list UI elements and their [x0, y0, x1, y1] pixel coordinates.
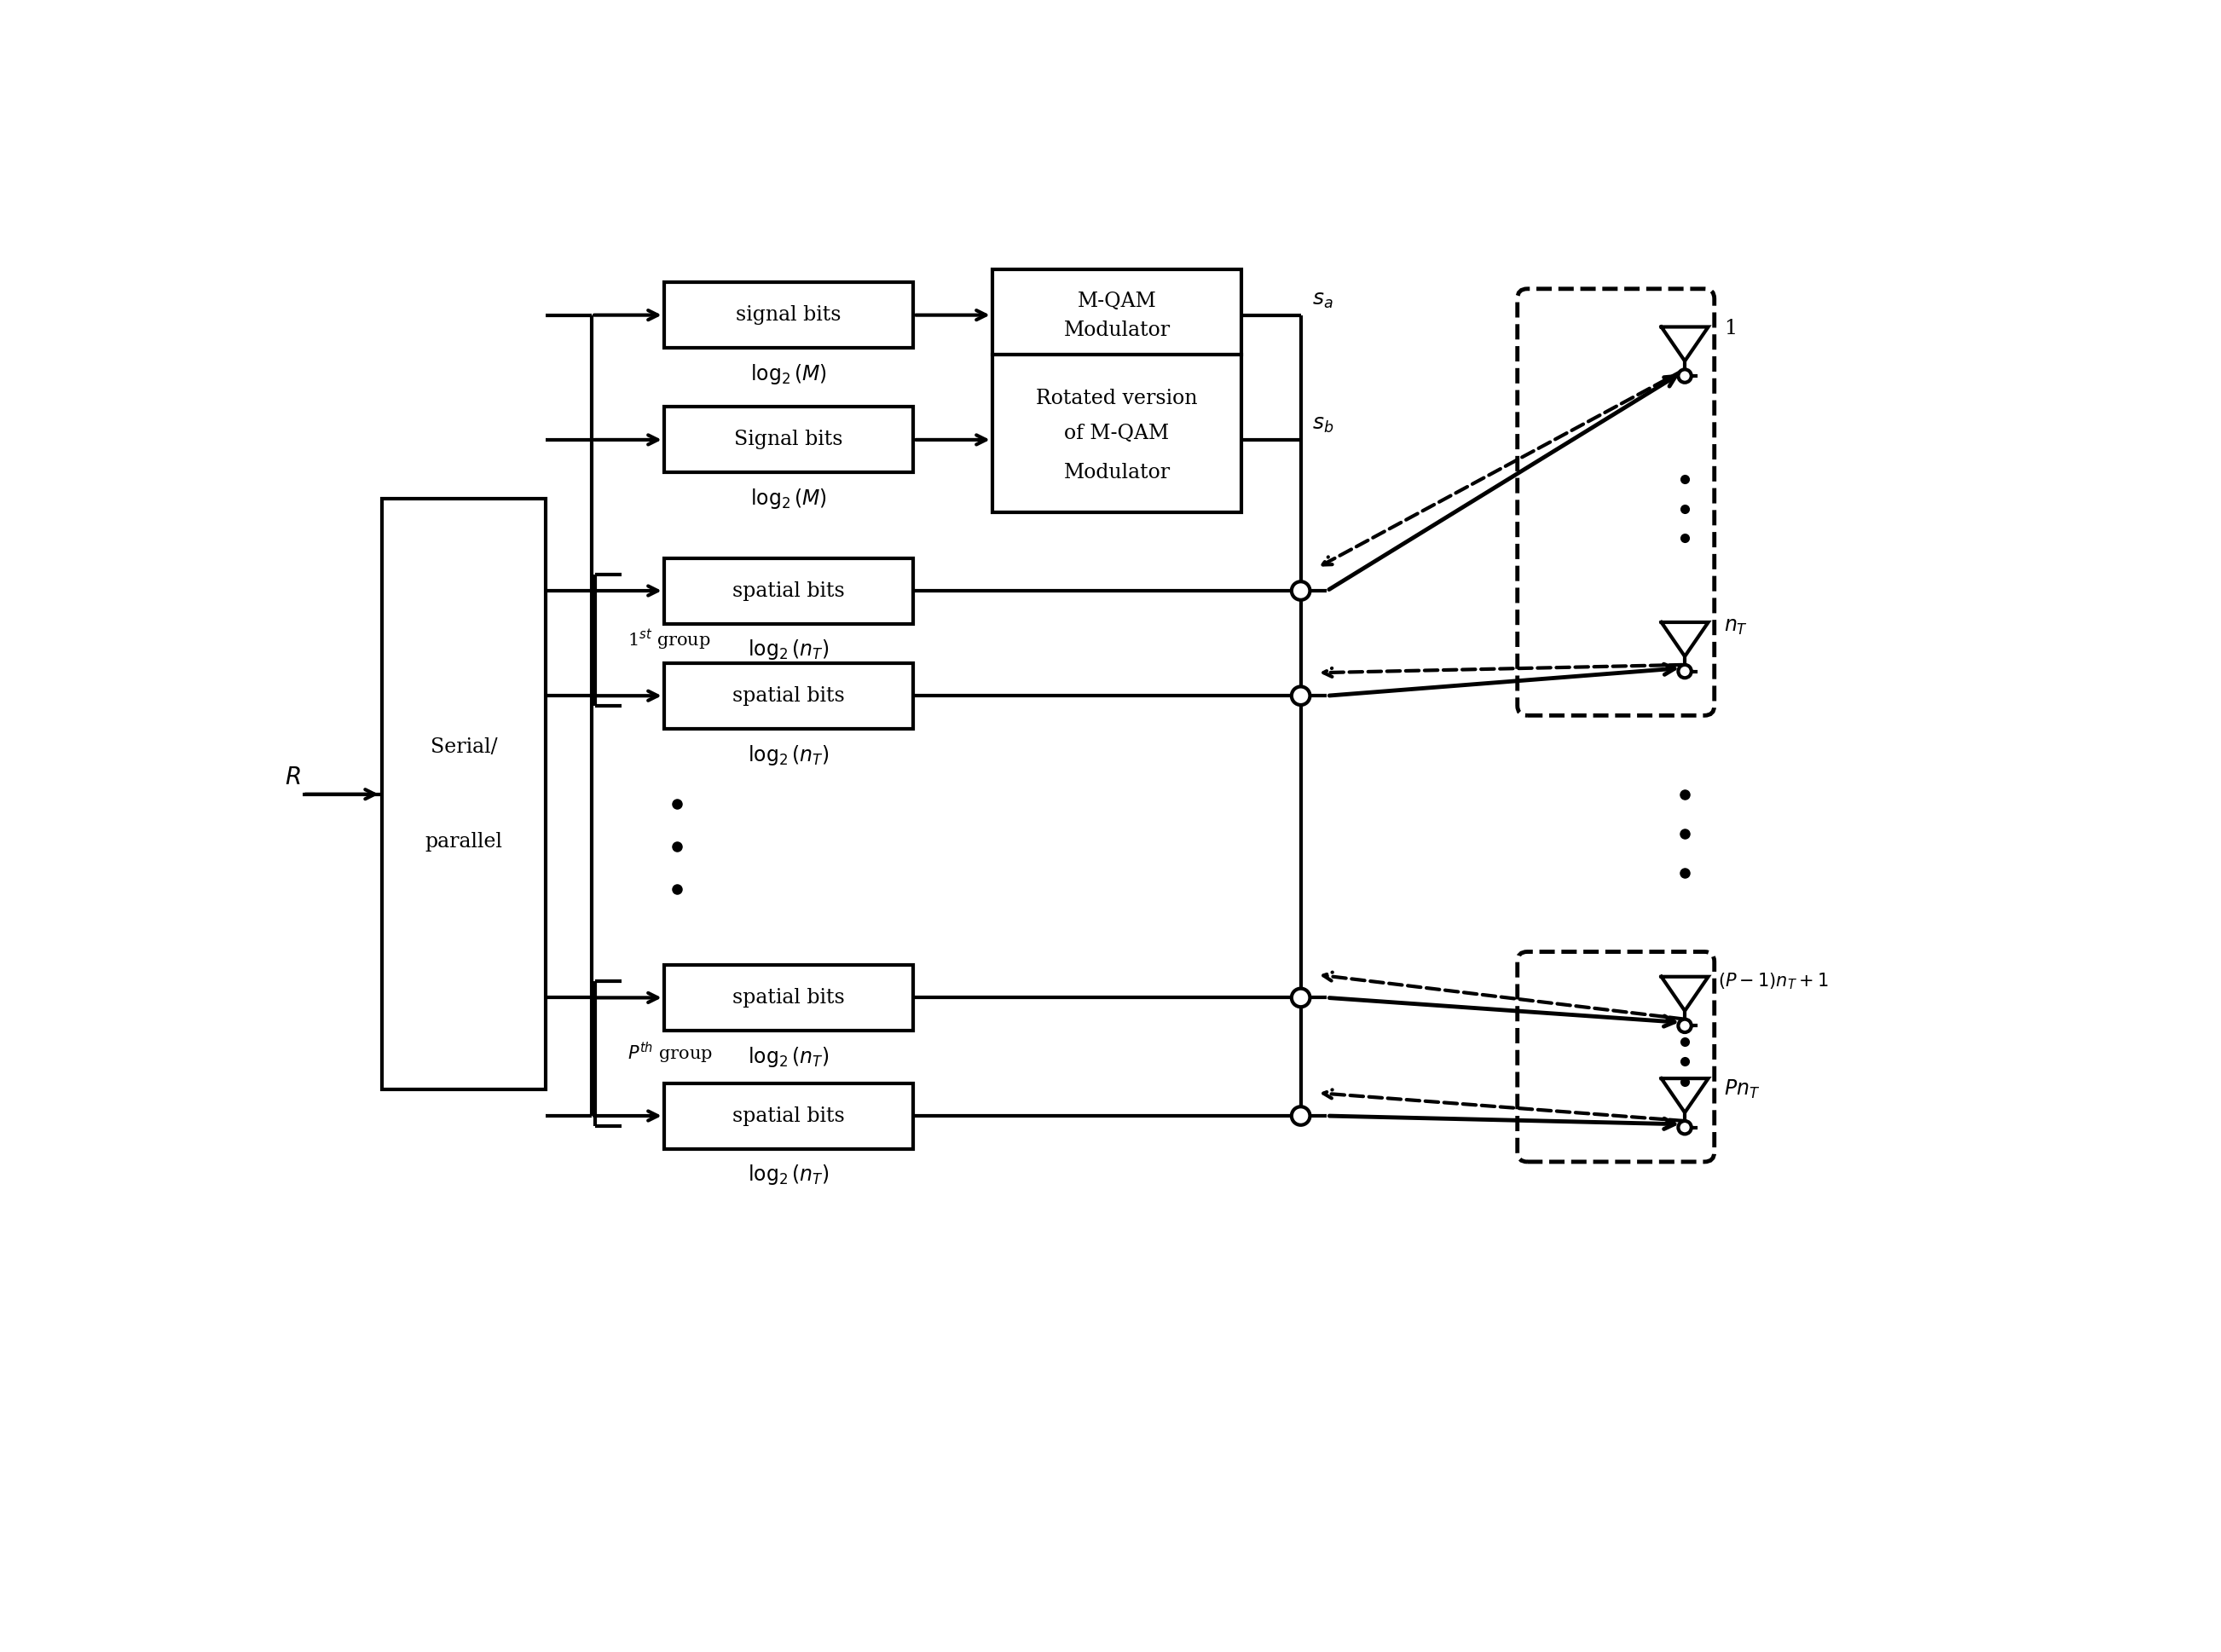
- Text: $\log_2(M)$: $\log_2(M)$: [751, 362, 826, 387]
- Circle shape: [1293, 988, 1310, 1006]
- Bar: [664, 558, 913, 623]
- Text: spatial bits: spatial bits: [733, 988, 844, 1008]
- Text: spatial bits: spatial bits: [733, 686, 844, 705]
- Text: Modulator: Modulator: [1064, 320, 1170, 340]
- FancyBboxPatch shape: [1517, 952, 1715, 1161]
- Bar: [993, 355, 1242, 512]
- Text: $\log_2(n_T)$: $\log_2(n_T)$: [748, 743, 828, 767]
- Text: Rotated version: Rotated version: [1037, 388, 1197, 408]
- Circle shape: [1679, 664, 1692, 677]
- Circle shape: [1293, 1107, 1310, 1125]
- Circle shape: [1679, 370, 1692, 383]
- Text: $R$: $R$: [284, 767, 302, 790]
- Text: signal bits: signal bits: [735, 306, 842, 325]
- Text: $s_b$: $s_b$: [1313, 416, 1335, 434]
- Text: $n_T$: $n_T$: [1723, 618, 1748, 636]
- Circle shape: [1293, 687, 1310, 705]
- Circle shape: [1293, 582, 1310, 600]
- Bar: [664, 282, 913, 349]
- Text: $Pn_T$: $Pn_T$: [1723, 1079, 1761, 1100]
- Circle shape: [1679, 1019, 1692, 1032]
- Text: $\log_2(M)$: $\log_2(M)$: [751, 487, 826, 510]
- Text: Serial/: Serial/: [431, 737, 498, 757]
- Text: M-QAM: M-QAM: [1077, 292, 1157, 311]
- Text: $\log_2(n_T)$: $\log_2(n_T)$: [748, 1163, 828, 1186]
- Text: parallel: parallel: [424, 831, 502, 851]
- Bar: [664, 662, 913, 729]
- Text: $(P-1)n_T+1$: $(P-1)n_T+1$: [1717, 971, 1828, 991]
- Text: spatial bits: spatial bits: [733, 1107, 844, 1125]
- Circle shape: [1679, 1122, 1692, 1133]
- Text: 1$^{st}$ group: 1$^{st}$ group: [629, 628, 711, 653]
- Text: 1: 1: [1723, 319, 1737, 339]
- Text: Signal bits: Signal bits: [735, 430, 844, 449]
- Bar: [664, 965, 913, 1031]
- Text: of M-QAM: of M-QAM: [1064, 423, 1170, 443]
- Text: $\log_2(n_T)$: $\log_2(n_T)$: [748, 1044, 828, 1069]
- Text: spatial bits: spatial bits: [733, 582, 844, 601]
- Text: Modulator: Modulator: [1064, 463, 1170, 482]
- Bar: [382, 499, 546, 1090]
- Text: $s_a$: $s_a$: [1313, 291, 1333, 311]
- FancyBboxPatch shape: [1517, 289, 1715, 715]
- Bar: [664, 406, 913, 472]
- Bar: [664, 1084, 913, 1148]
- Bar: [993, 269, 1242, 355]
- Text: $P^{th}$ group: $P^{th}$ group: [629, 1041, 713, 1066]
- Text: $\log_2(n_T)$: $\log_2(n_T)$: [748, 638, 828, 662]
